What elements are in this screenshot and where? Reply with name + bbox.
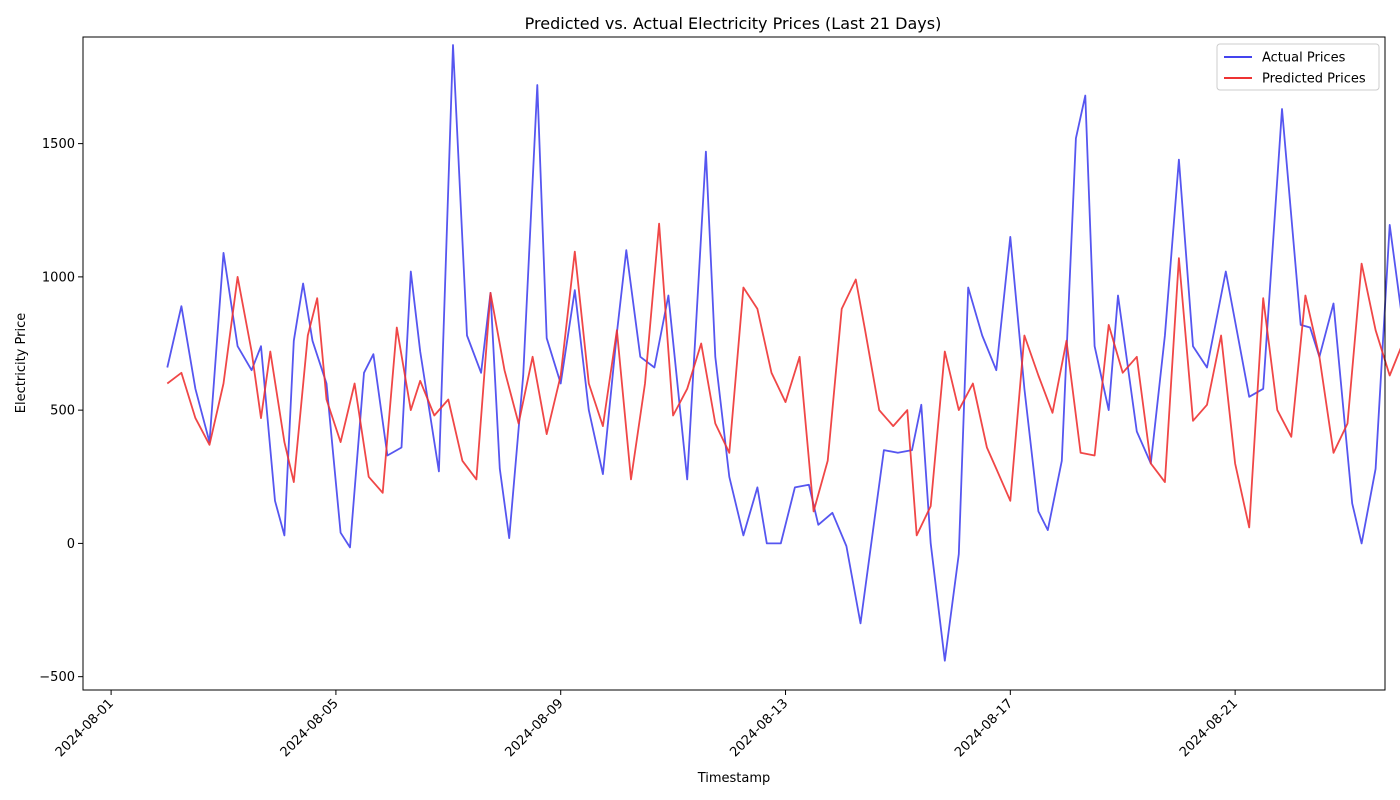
plot-frame <box>82 36 1386 691</box>
x-tick-label: 2024-08-21 <box>1177 696 1241 760</box>
x-tick-label: 2024-08-09 <box>503 696 567 760</box>
legend-entry-label: Predicted Prices <box>1262 72 1366 87</box>
y-axis-label: Electricity Price <box>14 313 29 413</box>
x-axis-ticks: 2024-08-01 2024-08-05 2024-08-09 2024-08-13… <box>53 690 1241 760</box>
legend: Actual Prices Predicted Prices <box>1216 43 1380 91</box>
y-tick-label: 1000 <box>42 270 75 285</box>
x-tick-label: 2024-08-17 <box>952 696 1016 760</box>
x-tick-label: 2024-08-01 <box>53 696 117 760</box>
x-tick-label: 2024-08-13 <box>727 696 791 760</box>
series-line-actual <box>166 44 1400 662</box>
y-tick-label: −500 <box>39 670 75 685</box>
legend-box <box>1216 43 1380 91</box>
x-axis-label: Timestamp <box>697 771 771 786</box>
legend-entry-label: Actual Prices <box>1262 51 1346 66</box>
y-axis-ticks: −500 0 500 1000 1500 <box>39 137 83 685</box>
chart-title: Predicted vs. Actual Electricity Prices … <box>525 14 942 33</box>
y-tick-label: 500 <box>50 404 75 419</box>
y-tick-label: 1500 <box>42 137 75 152</box>
series-layer <box>166 44 1400 662</box>
x-tick-label: 2024-08-05 <box>278 696 342 760</box>
series-line-predicted <box>166 222 1400 537</box>
y-tick-label: 0 <box>67 537 75 552</box>
